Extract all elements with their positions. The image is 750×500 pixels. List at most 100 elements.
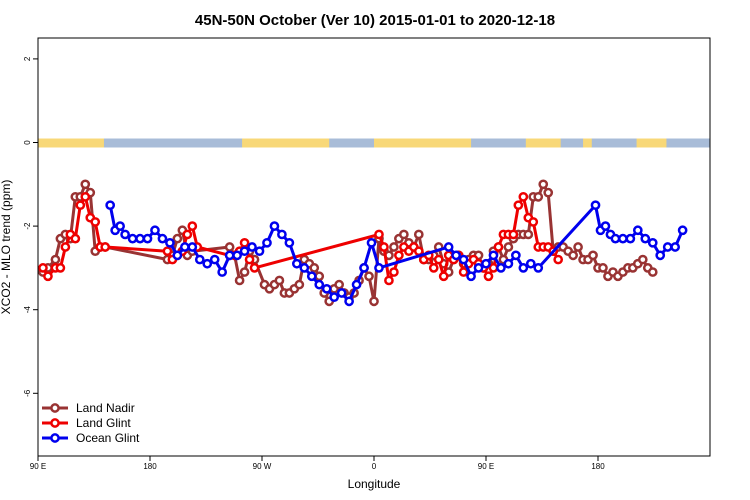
data-point-ocean-glint: [232, 250, 242, 261]
data-point-ocean-glint: [135, 233, 145, 244]
data-point-land-glint: [90, 217, 101, 227]
legend-marker-ocean-glint: [50, 433, 60, 443]
series-ocean-glint: [105, 200, 688, 307]
plot-frame: [37, 37, 711, 457]
y-axis-label: XCO2 - MLO trend (ppm): [0, 180, 13, 315]
data-point-ocean-glint: [518, 263, 529, 273]
data-point-ocean-glint: [105, 200, 116, 211]
data-point-land-nadir: [598, 263, 608, 273]
data-point-ocean-glint: [503, 258, 514, 269]
data-point-land-glint: [55, 263, 66, 273]
data-point-ocean-glint: [600, 221, 611, 231]
data-point-ocean-glint: [209, 254, 220, 265]
data-point-ocean-glint: [366, 237, 377, 248]
data-point-land-nadir: [573, 242, 583, 252]
land-segment-3: [525, 138, 561, 148]
data-point-land-nadir: [224, 242, 235, 252]
data-point-ocean-glint: [202, 258, 213, 269]
data-point-land-glint: [394, 250, 404, 261]
x-tick-label-2: 90 W: [253, 462, 272, 471]
data-point-land-glint: [458, 267, 469, 277]
data-point-land-glint: [60, 242, 71, 252]
data-point-land-glint: [244, 254, 255, 265]
data-point-ocean-glint: [217, 267, 228, 277]
data-point-land-glint: [75, 200, 86, 211]
land-ocean-strip: [38, 138, 710, 148]
data-point-ocean-glint: [511, 250, 521, 261]
data-point-ocean-glint: [127, 233, 138, 244]
data-point-land-glint: [508, 229, 519, 240]
data-point-land-nadir: [647, 267, 658, 277]
data-point-land-nadir: [364, 271, 374, 282]
x-tick-label-5: 180: [591, 462, 605, 471]
legend-marker-land-nadir: [50, 403, 60, 413]
data-point-ocean-glint: [329, 292, 340, 303]
data-point-land-nadir: [309, 263, 320, 273]
data-point-ocean-glint: [625, 233, 636, 244]
data-point-land-glint: [493, 242, 504, 252]
data-point-ocean-glint: [443, 242, 454, 252]
x-tick-label-4: 90 E: [478, 462, 494, 471]
land-segment-5: [636, 138, 667, 148]
data-point-ocean-glint: [351, 279, 362, 290]
land-segment-1: [242, 138, 330, 148]
data-point-ocean-glint: [590, 200, 601, 211]
y-tick-label-3: -4: [23, 306, 32, 314]
data-point-ocean-glint: [344, 296, 354, 307]
data-point-ocean-glint: [194, 254, 205, 265]
chart-title: 45N-50N October (Ver 10) 2015-01-01 to 2…: [195, 12, 555, 29]
data-point-ocean-glint: [632, 225, 643, 236]
legend-label-ocean-glint: Ocean Glint: [76, 431, 140, 445]
data-point-land-nadir: [568, 250, 578, 261]
data-point-land-nadir: [503, 242, 514, 252]
data-point-ocean-glint: [179, 242, 190, 252]
data-point-ocean-glint: [120, 229, 130, 240]
data-point-land-nadir: [314, 271, 325, 282]
data-point-land-nadir: [274, 275, 285, 286]
legend-marker-land-glint: [50, 418, 60, 428]
data-point-land-glint: [379, 242, 389, 252]
data-point-ocean-glint: [247, 242, 257, 252]
data-point-land-glint: [518, 191, 529, 202]
data-point-land-nadir: [637, 254, 648, 265]
data-point-land-nadir: [389, 242, 399, 252]
data-point-ocean-glint: [336, 288, 347, 298]
data-point-land-glint: [80, 191, 91, 202]
data-point-ocean-glint: [187, 242, 198, 252]
land-segment-2: [374, 138, 472, 148]
data-point-ocean-glint: [466, 271, 476, 282]
y-tick-label-4: -6: [23, 389, 32, 397]
data-point-land-nadir: [172, 233, 183, 244]
data-point-ocean-glint: [473, 263, 484, 273]
data-point-land-nadir: [523, 229, 534, 240]
data-point-land-glint: [38, 263, 48, 273]
y-tick-label-2: -2: [23, 222, 32, 230]
data-point-ocean-glint: [239, 246, 250, 257]
data-point-land-glint: [389, 267, 399, 277]
data-point-ocean-glint: [618, 233, 628, 244]
data-point-land-glint: [428, 263, 439, 273]
data-point-ocean-glint: [321, 283, 332, 294]
data-point-ocean-glint: [677, 225, 688, 236]
data-point-land-nadir: [369, 296, 379, 307]
data-point-ocean-glint: [284, 237, 295, 248]
data-point-ocean-glint: [458, 254, 469, 265]
data-point-land-glint: [162, 246, 173, 257]
data-point-land-glint: [249, 263, 260, 273]
data-point-land-nadir: [543, 187, 554, 198]
data-point-ocean-glint: [269, 221, 280, 231]
data-point-land-glint: [528, 217, 539, 227]
data-point-ocean-glint: [172, 250, 183, 261]
data-point-ocean-glint: [291, 258, 302, 269]
data-point-ocean-glint: [150, 225, 160, 236]
data-point-ocean-glint: [662, 242, 673, 252]
data-point-land-nadir: [234, 275, 245, 286]
y-tick-label-1: 0: [23, 140, 32, 145]
legend-label-land-nadir: Land Nadir: [76, 401, 135, 415]
data-point-land-glint: [43, 271, 53, 282]
data-point-land-glint: [182, 229, 193, 240]
data-point-land-glint: [488, 263, 499, 273]
data-point-land-glint: [483, 271, 494, 282]
data-point-land-nadir: [588, 250, 598, 261]
